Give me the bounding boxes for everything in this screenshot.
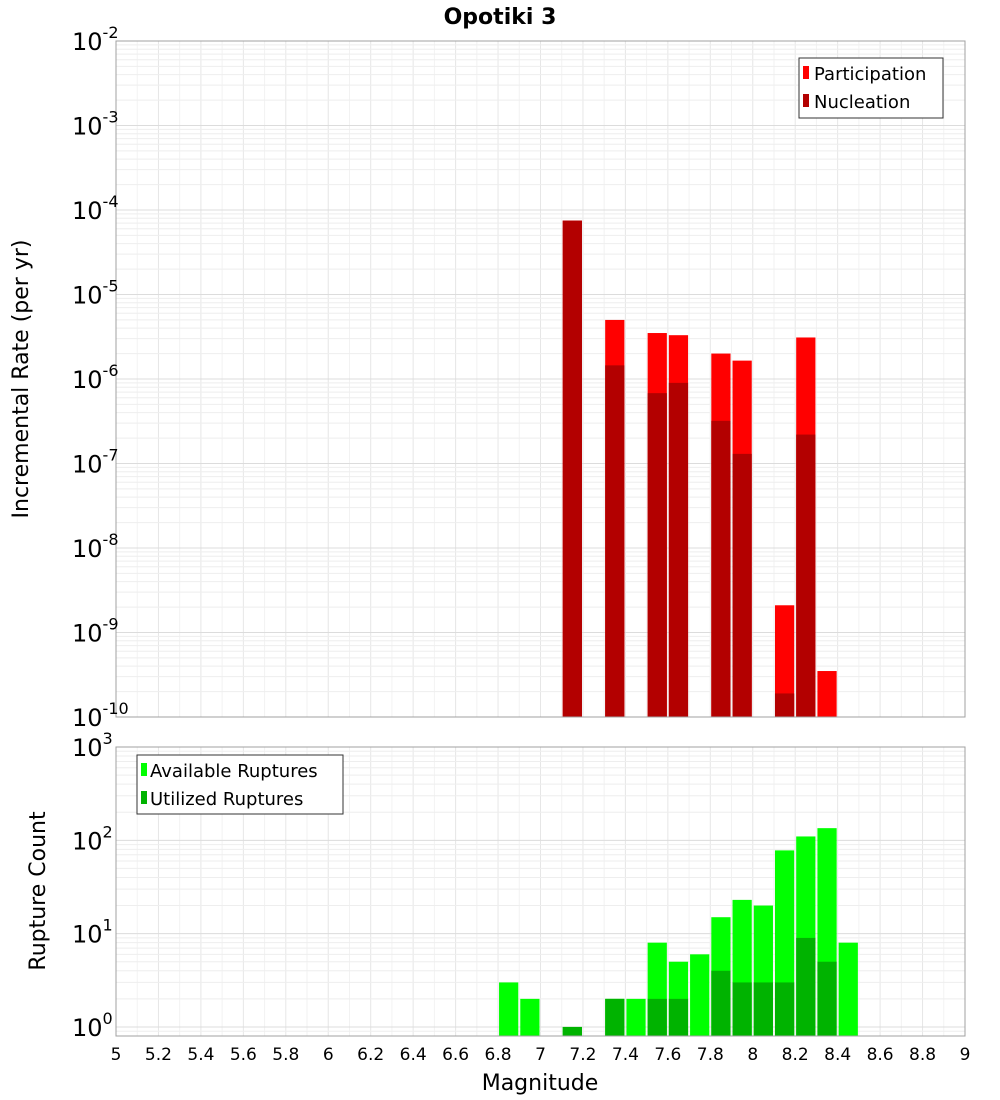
legend-label-participation: Participation: [814, 64, 926, 85]
top-legend: Participation Nucleation: [798, 57, 944, 119]
bar-nucleation: [562, 220, 582, 718]
chart-title: Opotiki 3: [444, 5, 557, 30]
bottom-y-tick-labels: 103 102 101 100: [72, 729, 113, 1042]
bar-participation: [817, 671, 837, 717]
x-tick-label: 6.6: [442, 1045, 469, 1065]
legend-label-utilized-ruptures: Utilized Ruptures: [150, 789, 303, 810]
bar-available-ruptures: [626, 998, 646, 1036]
bottom-plot-frame: [115, 746, 966, 1037]
top-y-tick-labels: 10-2 10-3 10-4 10-5 10-6 10-7 10-8 10-9 10-10: [72, 23, 129, 732]
x-tick-label: 5: [111, 1045, 122, 1065]
bar-utilized-ruptures: [753, 982, 773, 1036]
bar-available-ruptures: [690, 954, 710, 1036]
bottom-legend-box: [136, 754, 344, 815]
y-tick-label: 10-5: [72, 277, 119, 310]
bottom-plot-bars: [499, 828, 858, 1036]
x-tick-label: 7.6: [654, 1045, 681, 1065]
y-tick-label: 10-9: [72, 615, 119, 648]
x-tick-label: 5.6: [230, 1045, 257, 1065]
top-plot-frame: [115, 40, 966, 718]
x-tick-label: 8.6: [867, 1045, 894, 1065]
x-tick-label: 7.2: [569, 1045, 596, 1065]
x-tick-label: 8: [747, 1045, 758, 1065]
bar-nucleation: [647, 393, 667, 717]
y-tick-label: 103: [72, 729, 113, 762]
top-y-axis-label: Incremental Rate (per yr): [9, 240, 34, 519]
legend-swatch-available-ruptures: [141, 763, 147, 776]
x-tick-label: 6.8: [485, 1045, 512, 1065]
x-tick-label: 8.2: [782, 1045, 809, 1065]
x-tick-label: 5.4: [187, 1045, 214, 1065]
bar-utilized-ruptures: [796, 937, 816, 1036]
y-tick-label: 10-10: [72, 699, 129, 732]
x-tick-label: 8.4: [824, 1045, 851, 1065]
x-tick-label: 6: [323, 1045, 334, 1065]
x-tick-label: 7.4: [612, 1045, 639, 1065]
bar-nucleation: [796, 434, 816, 717]
bar-utilized-ruptures: [732, 982, 752, 1036]
x-tick-label: 6.4: [400, 1045, 427, 1065]
bottom-plot: 103 102 101 100 5 5.2 5.4 5.6 5.8 6 6.2 6.4 6.6 6.8 7…: [26, 729, 970, 1096]
x-tick-label: 7.8: [697, 1045, 724, 1065]
bar-available-ruptures: [520, 998, 540, 1036]
x-tick-label: 8.8: [909, 1045, 936, 1065]
bar-utilized-ruptures: [668, 998, 689, 1036]
top-plot: 10-2 10-3 10-4 10-5 10-6 10-7 10-8 10-9 10-10 In…: [9, 23, 966, 732]
x-tick-label: 6.2: [357, 1045, 384, 1065]
bar-available-ruptures: [838, 942, 858, 1036]
bar-utilized-ruptures: [817, 961, 837, 1036]
legend-label-available-ruptures: Available Ruptures: [150, 761, 318, 782]
x-axis-label: Magnitude: [482, 1071, 599, 1096]
bar-utilized-ruptures: [711, 970, 731, 1036]
y-tick-label: 102: [72, 822, 113, 855]
legend-swatch-nucleation: [803, 94, 809, 107]
bar-utilized-ruptures: [605, 998, 625, 1036]
bar-utilized-ruptures: [562, 1026, 582, 1036]
y-tick-label: 10-8: [72, 530, 119, 563]
bar-nucleation: [774, 693, 795, 717]
legend-swatch-participation: [803, 66, 809, 79]
y-tick-label: 10-7: [72, 446, 119, 479]
top-plot-bars: [562, 220, 837, 718]
legend-swatch-utilized-ruptures: [141, 791, 147, 804]
bottom-legend: Available Ruptures Utilized Ruptures: [136, 754, 344, 815]
y-tick-label: 10-6: [72, 361, 119, 394]
y-tick-label: 10-3: [72, 108, 119, 141]
x-tick-label: 9: [960, 1045, 971, 1065]
y-tick-label: 10-4: [72, 192, 119, 225]
bottom-y-axis-label: Rupture Count: [26, 811, 51, 971]
bar-nucleation: [605, 365, 625, 717]
x-tick-label: 7: [535, 1045, 546, 1065]
bar-nucleation: [732, 453, 752, 717]
bar-participation: [774, 605, 795, 717]
top-legend-box: [798, 57, 944, 119]
x-tick-label: 5.8: [272, 1045, 299, 1065]
y-tick-label: 101: [72, 916, 113, 949]
bar-utilized-ruptures: [774, 982, 795, 1036]
x-tick-labels: 5 5.2 5.4 5.6 5.8 6 6.2 6.4 6.6 6.8 7 7.2 7.4 7.6 7.8 8…: [111, 1045, 971, 1065]
y-tick-label: 100: [72, 1009, 113, 1042]
bar-nucleation: [668, 382, 689, 717]
x-tick-label: 5.2: [145, 1045, 172, 1065]
legend-label-nucleation: Nucleation: [814, 92, 910, 113]
bar-nucleation: [711, 420, 731, 717]
bar-utilized-ruptures: [647, 998, 667, 1036]
top-plot-grid: [115, 40, 966, 718]
bar-available-ruptures: [499, 982, 519, 1036]
y-tick-label: 10-2: [72, 23, 119, 56]
